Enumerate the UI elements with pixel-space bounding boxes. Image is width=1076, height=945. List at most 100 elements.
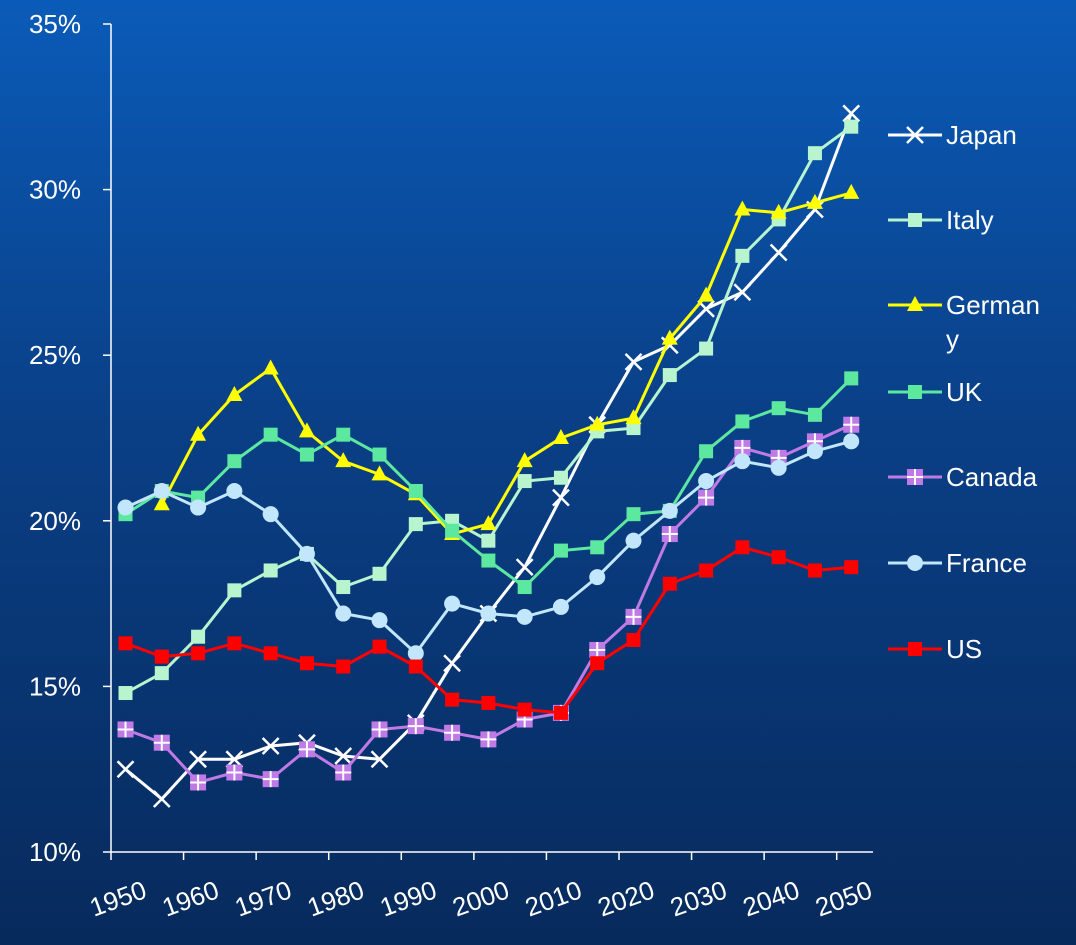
data-point-canada	[117, 721, 134, 738]
data-point-uk	[299, 447, 314, 462]
data-point-japan	[334, 747, 353, 765]
data-point-uk	[481, 553, 496, 568]
data-point-canada	[298, 741, 315, 758]
data-point-france	[806, 443, 823, 460]
x-tick-label: 2040	[739, 875, 804, 923]
x-tick-label: 2050	[811, 875, 876, 923]
data-point-germany	[661, 329, 678, 345]
legend-marker	[908, 213, 922, 227]
data-point-france	[552, 598, 569, 615]
data-point-canada	[625, 608, 642, 625]
data-point-italy	[154, 666, 169, 681]
data-point-germany	[625, 409, 642, 425]
data-point-uk	[408, 483, 423, 498]
data-point-uk	[263, 427, 278, 442]
data-point-us	[844, 560, 859, 575]
series-canada	[117, 416, 860, 791]
data-point-japan	[842, 104, 861, 123]
data-point-uk	[372, 447, 387, 462]
data-point-canada	[843, 416, 860, 433]
data-point-canada	[190, 774, 207, 791]
data-point-japan	[116, 760, 135, 779]
data-point-us	[336, 659, 351, 674]
data-point-france	[444, 595, 461, 612]
data-point-canada	[371, 721, 388, 738]
data-point-france	[734, 453, 751, 470]
chart-axes	[110, 24, 873, 853]
data-point-germany	[552, 429, 569, 444]
data-point-italy	[191, 629, 206, 644]
data-point-france	[661, 502, 678, 519]
data-point-canada	[589, 641, 606, 658]
y-tick-label: 30%	[29, 175, 81, 205]
data-point-canada	[262, 771, 279, 788]
data-point-france	[407, 645, 424, 662]
series-line-us	[124, 545, 852, 715]
series-italy	[118, 119, 859, 701]
y-tick-label: 20%	[29, 506, 81, 536]
data-point-canada	[480, 731, 497, 748]
x-tick-label: 2030	[666, 875, 731, 923]
data-point-uk	[699, 444, 714, 459]
data-point-uk	[590, 540, 605, 555]
data-point-italy	[699, 341, 714, 356]
data-point-canada	[661, 526, 678, 543]
data-point-japan	[443, 654, 461, 673]
data-point-us	[481, 695, 496, 710]
data-point-us	[408, 659, 423, 674]
y-tick-label: 10%	[29, 837, 81, 867]
data-point-italy	[662, 368, 677, 383]
data-point-us	[699, 563, 714, 578]
legend-marker	[907, 555, 923, 571]
data-point-italy	[481, 533, 496, 548]
legend-marker	[908, 385, 922, 399]
data-point-us	[263, 646, 278, 661]
data-point-us	[771, 550, 786, 565]
legend-label: France	[946, 548, 1027, 578]
data-point-italy	[263, 563, 278, 578]
data-point-france	[698, 473, 715, 490]
x-tick-label: 2020	[594, 875, 659, 923]
legend-label: Japan	[946, 120, 1017, 150]
y-axis-ticks: 10% 15% 20% 25% 30% 35%	[29, 9, 111, 867]
data-point-germany	[226, 385, 243, 401]
data-point-us	[517, 702, 532, 717]
data-point-us	[118, 636, 133, 651]
data-point-france	[843, 433, 860, 450]
x-tick-label: 1950	[86, 875, 151, 923]
data-point-italy	[626, 421, 641, 436]
x-tick-label: 2010	[521, 875, 586, 923]
data-point-japan	[624, 352, 643, 371]
data-point-canada	[407, 718, 424, 735]
data-point-france	[117, 499, 134, 516]
data-point-france	[625, 532, 642, 549]
data-point-uk	[517, 580, 532, 595]
data-point-france	[190, 499, 207, 516]
data-point-germany	[153, 495, 170, 511]
data-point-italy	[735, 248, 750, 263]
data-point-italy	[227, 583, 242, 598]
data-point-japan	[152, 790, 171, 808]
data-point-germany	[298, 422, 315, 438]
data-point-germany	[698, 286, 715, 302]
legend-label: US	[946, 634, 982, 664]
data-point-france	[480, 605, 497, 622]
data-point-italy	[553, 470, 568, 485]
data-point-us	[626, 633, 641, 648]
data-point-canada	[153, 734, 170, 751]
data-point-france	[589, 569, 606, 586]
data-point-france	[770, 459, 787, 476]
data-point-france	[516, 608, 533, 625]
data-point-germany	[190, 425, 207, 441]
data-point-uk	[227, 454, 242, 469]
data-point-uk	[771, 401, 786, 416]
data-point-germany	[843, 183, 860, 199]
data-point-germany	[371, 465, 388, 481]
data-point-us	[590, 656, 605, 671]
data-point-germany	[480, 515, 497, 531]
data-point-germany	[262, 359, 279, 375]
legend-item-germany: German y	[888, 290, 1040, 354]
data-point-japan	[552, 488, 570, 507]
legend-marker	[907, 296, 923, 311]
data-point-uk	[807, 407, 822, 422]
